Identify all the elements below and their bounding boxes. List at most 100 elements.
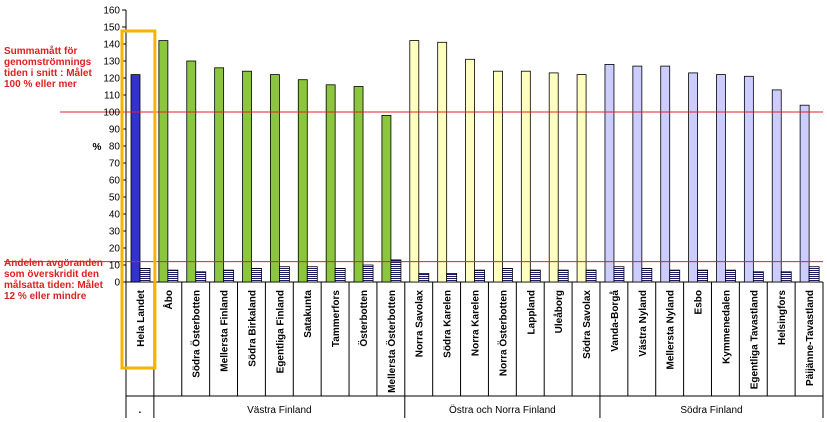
bar-exceeded-share (278, 266, 290, 283)
bar-exceeded-share (306, 266, 318, 283)
bar-avg-throughput (576, 74, 587, 283)
bar-avg-throughput (771, 89, 782, 283)
y-tick-label: 20 (109, 244, 121, 255)
bar-exceeded-share (362, 264, 374, 283)
bar-avg-throughput (660, 65, 671, 283)
bar-avg-throughput (688, 72, 698, 283)
bar-avg-throughput (465, 58, 475, 283)
bar-avg-throughput (381, 115, 392, 283)
bar-avg-throughput (493, 70, 503, 283)
y-tick-label: 140 (103, 40, 120, 51)
y-tick-label: 160 (103, 6, 120, 17)
category-label: Esbo (694, 290, 705, 314)
category-label: Uleåborg (553, 290, 565, 333)
bar-avg-throughput (186, 60, 197, 283)
annotation-exceeded-target: Andelen avgöranden som överskridit den m… (4, 258, 103, 302)
bar-exceeded-share (808, 266, 820, 283)
y-tick-label: 110 (104, 91, 120, 102)
bar-exceeded-share (390, 259, 402, 283)
category-label: Norra Österbotten (496, 290, 509, 376)
bar-avg-throughput (716, 74, 726, 283)
bar-avg-throughput (604, 64, 615, 283)
y-tick-label: 10 (109, 261, 121, 272)
category-label: Norra Karelen (471, 290, 482, 356)
category-label: Södra Savolax (582, 290, 593, 359)
y-tick-label: 150 (103, 23, 120, 34)
bar-exceeded-share (167, 269, 179, 283)
bar-avg-throughput (242, 70, 252, 283)
y-tick-label: 60 (109, 176, 121, 187)
y-tick-label: 30 (109, 227, 121, 238)
bar-avg-throughput (520, 70, 531, 283)
bar-exceeded-share (251, 267, 262, 283)
bar-avg-throughput (548, 72, 559, 283)
category-label: Päijänne-Tavastland (805, 290, 816, 386)
bar-exceeded-share (195, 271, 207, 283)
bar-exceeded-share (697, 269, 708, 283)
y-tick-label: 80 (109, 142, 121, 153)
bar-exceeded-share (669, 269, 681, 283)
bar-avg-throughput (297, 79, 308, 283)
bar-avg-throughput (437, 41, 448, 283)
bar-exceeded-share (641, 267, 653, 283)
y-tick-label: 120 (103, 74, 120, 85)
category-label: Södra Birkaland (247, 290, 258, 367)
y-tick-label: 90 (109, 125, 121, 136)
y-tick-label: 50 (109, 193, 121, 204)
y-tick-label: 100 (103, 108, 120, 119)
bar-avg-throughput (409, 40, 420, 283)
category-label: Egentliga Finland (275, 290, 286, 373)
annotation-average-throughput: Summamått för genomströmnings tiden i sn… (4, 46, 92, 90)
bar-exceeded-share (752, 271, 764, 283)
group-label: . (139, 405, 142, 416)
category-label: Vanda-Borgå (609, 290, 621, 352)
category-label: Hela Landet (136, 289, 147, 346)
bar-exceeded-share (334, 267, 346, 283)
bar-avg-throughput (325, 84, 336, 283)
category-label: Kymmenedalen (721, 290, 732, 364)
bar-exceeded-share (474, 269, 485, 283)
bar-exceeded-share (780, 271, 792, 283)
bar-exceeded-share (585, 269, 597, 283)
bar-avg-throughput (269, 74, 280, 283)
bar-exceeded-share (139, 267, 151, 283)
y-tick-label: 40 (109, 210, 121, 221)
category-label: Mellersta Finland (220, 290, 231, 372)
highlight-box (120, 29, 157, 370)
category-label: Egentliga Tavastland (749, 290, 760, 389)
bar-exceeded-share (446, 273, 458, 283)
bar-exceeded-share (502, 267, 513, 283)
group-label: Västra Finland (247, 405, 311, 416)
bar-avg-throughput (214, 67, 225, 283)
bar-hela-landet (130, 74, 141, 283)
bar-exceeded-share (223, 269, 235, 283)
category-label: Lappland (526, 290, 537, 334)
bar-avg-throughput (743, 75, 754, 283)
y-axis-label: % (93, 142, 102, 153)
bar-exceeded-share (557, 269, 569, 283)
group-label: Södra Finland (680, 405, 742, 416)
category-label: Mellersta Österbotten (385, 290, 398, 393)
group-label: Östra och Norra Finland (449, 404, 556, 416)
category-label: Helsingfors (777, 290, 788, 345)
category-label: Västra Nyland (638, 290, 649, 357)
y-tick-label: 0 (114, 278, 120, 289)
category-label: Åbo (162, 290, 175, 309)
bar-avg-throughput (632, 65, 643, 283)
category-label: Södra Karelen (443, 290, 454, 358)
bar-exceeded-share (725, 269, 736, 283)
y-tick-label: 70 (109, 159, 121, 170)
category-label: Södra Österbotten (190, 290, 203, 378)
bar-avg-throughput (799, 104, 810, 283)
y-tick-label: 130 (103, 57, 120, 68)
bar-exceeded-share (529, 269, 541, 283)
bar-exceeded-share (613, 266, 625, 283)
category-label: Norra Savolax (415, 290, 426, 358)
category-label: Tammerfors (331, 290, 342, 347)
category-label: Satakunta (303, 290, 314, 338)
bar-avg-throughput (353, 86, 364, 283)
bar-avg-throughput (158, 40, 169, 283)
category-label: Mellersta Nyland (666, 290, 677, 369)
bar-exceeded-share (418, 273, 430, 283)
